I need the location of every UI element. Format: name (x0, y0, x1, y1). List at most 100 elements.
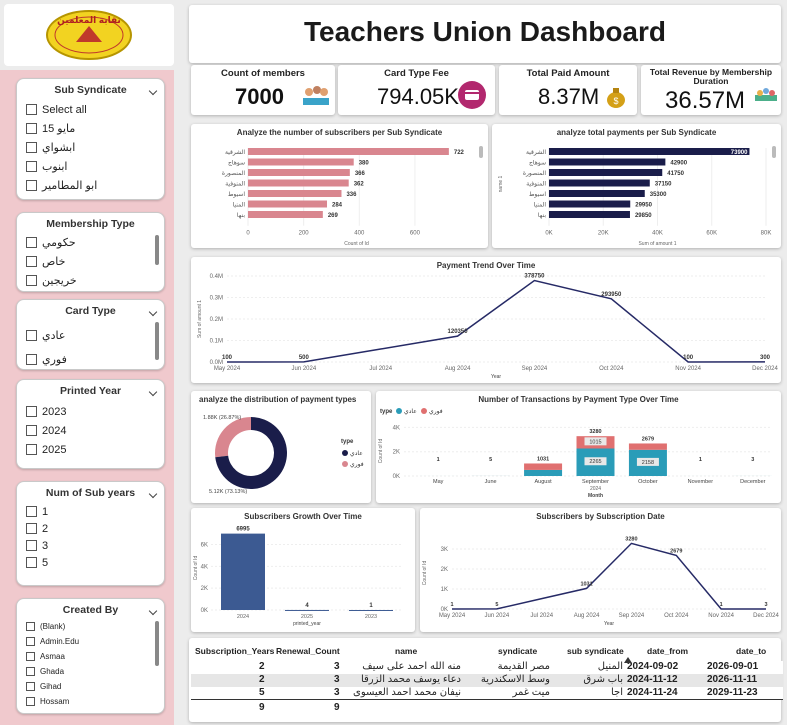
x-tick-label: 200 (299, 231, 310, 237)
slicer-item[interactable]: 2024 (17, 421, 164, 440)
checkbox[interactable] (26, 557, 37, 568)
checkbox[interactable] (26, 506, 37, 517)
slicer-item[interactable]: Select all (17, 100, 164, 119)
table-row[interactable]: 2 3 دعاء يوسف محمد الزرقا وسط الاسكندرية… (191, 674, 783, 687)
table-cell: باب شرق (583, 674, 623, 685)
table-row[interactable]: 5 3 نيفان محمد احمد العيسوى ميت غمر اجا … (191, 687, 783, 700)
table-cell: المنيل (597, 661, 623, 672)
slicer-membership-type[interactable]: Membership Type حكومي خاص خريجين (16, 212, 165, 292)
column-header[interactable]: sub syndicate (567, 646, 624, 656)
checkbox[interactable] (26, 161, 37, 172)
scrollbar[interactable] (772, 146, 776, 158)
bar-chart-svg: 0 200 400 600 الشرقية 722 سوهاج 380 المنصورة 366 ا… (222, 148, 465, 247)
checkbox[interactable] (26, 329, 37, 341)
slicer-item[interactable]: ابنوب (17, 157, 164, 176)
data-label: 5 (495, 602, 498, 608)
slicer-item[interactable]: 1 (17, 503, 164, 520)
bar (549, 179, 650, 187)
slicer-item[interactable]: 2 (17, 520, 164, 537)
bar (248, 158, 354, 166)
kpi-card-type-fee: Card Type Fee 794.05K (338, 65, 495, 115)
checkbox[interactable] (26, 667, 35, 676)
table-row[interactable]: 2 3 منه الله احمد على سيف مصر القديمة ال… (191, 661, 783, 674)
slicer-item[interactable]: 5 (17, 554, 164, 571)
checkbox[interactable] (26, 425, 37, 436)
slicer-item[interactable]: عادي (17, 323, 164, 347)
scrollbar[interactable] (155, 235, 159, 265)
checkbox[interactable] (26, 697, 35, 706)
slicer-printed-year[interactable]: Printed Year 2023 2024 2025 (16, 379, 165, 469)
column-header[interactable]: Renewal_Count (276, 646, 340, 656)
checkbox[interactable] (26, 353, 37, 365)
column-header[interactable]: Subscription_Years (195, 646, 275, 656)
sort-ascending-icon[interactable] (624, 657, 632, 663)
checkbox[interactable] (26, 622, 35, 631)
slicer-item[interactable]: حكومي (17, 233, 164, 252)
slicer-item[interactable]: (Blank) (17, 619, 164, 634)
data-label: 1015 (589, 439, 601, 445)
checkbox[interactable] (26, 123, 37, 134)
logo-card: نقابة المعلمين (4, 4, 174, 66)
y-tick-label: الشرقية (526, 149, 546, 156)
data-label: 269 (328, 213, 339, 219)
slicer-item[interactable]: 2025 (17, 440, 164, 459)
data-label: 2158 (642, 460, 654, 466)
data-label: 336 (346, 192, 357, 198)
kpi-title: Card Type Fee (384, 68, 449, 79)
x-tick-label: June (485, 479, 497, 485)
column-header[interactable]: name (395, 646, 418, 656)
legend-marker (342, 461, 348, 467)
slicer-item[interactable]: فوري (17, 347, 164, 371)
y-tick-label: المنصورة (222, 170, 245, 177)
checkbox[interactable] (26, 652, 35, 661)
table-total: 9 (334, 702, 340, 713)
checkbox[interactable] (26, 540, 37, 551)
column-header[interactable]: date_from (647, 646, 689, 656)
slicer-item-label: خاص (42, 256, 66, 268)
slicer-item[interactable]: Hossam (17, 694, 164, 709)
y-axis-label: Count of Id (193, 556, 199, 581)
slicer-item[interactable]: خريجين (17, 271, 164, 290)
line-chart-svg: 0K 1K 2K 3K May 2024 Jun 2024 Jul 2024 Aug 2024… (422, 536, 780, 627)
scrollbar[interactable] (479, 146, 483, 158)
slicer-card-type[interactable]: Card Type عادي فوري (16, 299, 165, 370)
slicer-created-by[interactable]: Created By (Blank) Admin.Edu Asmaa Ghada… (16, 598, 165, 714)
checkbox[interactable] (26, 275, 37, 286)
slicer-item[interactable]: 3 (17, 537, 164, 554)
slicer-item[interactable]: Admin.Edu (17, 634, 164, 649)
scrollbar[interactable] (155, 322, 159, 360)
checkbox[interactable] (26, 523, 37, 534)
data-label: 2679 (642, 436, 654, 442)
slicer-item[interactable]: Gihad (17, 679, 164, 694)
slicer-item-label: 2025 (42, 443, 67, 456)
y-tick-label: 4K (201, 564, 208, 570)
slicer-item[interactable]: خاص (17, 252, 164, 271)
legend-label: فوري (429, 409, 443, 415)
y-tick-label: بنها (538, 212, 546, 219)
slicer-item[interactable]: Asmaa (17, 649, 164, 664)
card-fee-icon (458, 81, 486, 109)
checkbox[interactable] (26, 180, 37, 191)
checkbox[interactable] (26, 104, 37, 115)
slicer-item[interactable]: 2023 (17, 402, 164, 421)
bar (349, 609, 393, 611)
checkbox[interactable] (26, 637, 35, 646)
table-total: 9 (259, 702, 265, 713)
checkbox[interactable] (26, 142, 37, 153)
column-header[interactable]: syndicate (498, 646, 538, 656)
checkbox[interactable] (26, 256, 37, 267)
slicer-item[interactable]: 15 مايو (17, 119, 164, 138)
slicer-item[interactable]: ابشواي (17, 138, 164, 157)
slicer-item[interactable]: Ghada (17, 664, 164, 679)
y-tick-label: 0.3M (210, 296, 223, 302)
slicer-item[interactable]: ابو المطامير (17, 176, 164, 195)
scrollbar[interactable] (155, 621, 159, 666)
checkbox[interactable] (26, 682, 35, 691)
checkbox[interactable] (26, 444, 37, 455)
slicer-num-sub-years[interactable]: Num of Sub years 1 2 3 5 (16, 481, 165, 586)
checkbox[interactable] (26, 237, 37, 248)
column-header[interactable]: date_to (736, 646, 767, 656)
slicer-sub-syndicate[interactable]: Sub Syndicate Select all 15 مايو ابشواي … (16, 78, 165, 200)
data-label: 1.88K (26.87%) (203, 415, 241, 421)
checkbox[interactable] (26, 406, 37, 417)
